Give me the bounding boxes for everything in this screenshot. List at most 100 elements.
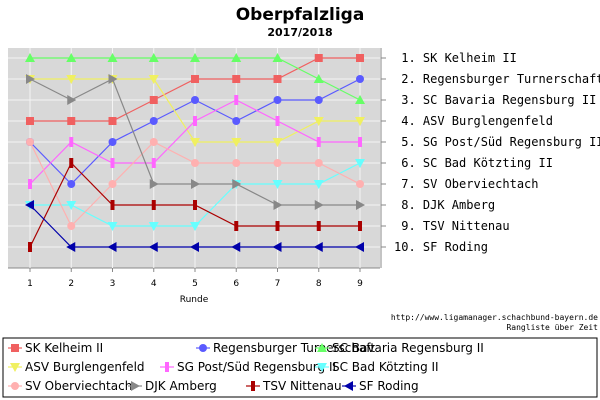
data-point <box>191 75 199 83</box>
rank-label: 3. SC Bavaria Regensburg II <box>394 93 596 107</box>
x-tick-label: 4 <box>151 279 157 289</box>
data-point <box>356 54 364 62</box>
data-point <box>107 222 118 231</box>
data-point <box>69 137 74 147</box>
legend-marker <box>11 344 19 352</box>
rank-label: 4. ASV Burglengenfeld <box>394 114 553 128</box>
data-point <box>25 200 34 210</box>
data-point <box>314 200 324 210</box>
series-7 <box>26 74 365 210</box>
x-tick-label: 8 <box>316 279 322 289</box>
data-point <box>26 138 34 146</box>
x-tick-label: 2 <box>68 279 74 289</box>
data-point <box>231 138 242 147</box>
data-point <box>275 116 280 126</box>
ranking-list: 1. SK Kelheim II 2. Regensburger Turners… <box>381 51 600 254</box>
caption: Rangliste über Zeit <box>506 323 598 332</box>
legend-marker <box>317 363 327 372</box>
rank-label: 8. DJK Amberg <box>394 198 495 212</box>
x-ticks: 1 2 3 4 5 6 7 8 9 <box>27 268 363 289</box>
data-point <box>313 242 323 252</box>
data-point <box>355 242 364 252</box>
legend-item[interactable]: SC Bad Kötzting II <box>315 360 439 374</box>
data-point <box>231 242 241 252</box>
data-point <box>356 180 364 188</box>
legend-label: SK Kelheim II <box>25 341 103 355</box>
data-point <box>273 159 282 167</box>
data-point <box>66 53 77 62</box>
data-point <box>193 116 197 126</box>
data-point <box>273 96 282 104</box>
legend-label: SF Roding <box>359 379 419 393</box>
legend-item[interactable]: SF Roding <box>342 379 419 393</box>
legend-label: SV Oberviechtach <box>25 379 132 393</box>
data-point <box>149 138 158 146</box>
legend-item[interactable]: Regensburger Turnerschaft <box>196 341 375 355</box>
data-point <box>313 74 324 83</box>
data-point <box>358 221 362 231</box>
legend-marker <box>199 344 207 352</box>
data-point <box>67 222 76 230</box>
data-point <box>316 137 321 147</box>
data-point <box>272 180 283 189</box>
data-point <box>67 117 76 125</box>
data-point <box>26 74 35 84</box>
data-point <box>355 95 365 104</box>
data-point <box>356 200 365 210</box>
data-point <box>190 53 200 62</box>
legend-item[interactable]: SC Bavaria Regensburg II <box>315 341 484 355</box>
legend-label: DJK Amberg <box>145 379 217 393</box>
x-axis-label: Runde <box>180 295 209 305</box>
data-point <box>148 242 158 252</box>
legend-item[interactable]: ASV Burglengenfeld <box>8 360 145 374</box>
x-tick-label: 1 <box>27 279 33 289</box>
data-point <box>234 221 239 231</box>
legend-label: SC Bad Kötzting II <box>332 360 439 374</box>
legend-label: Regensburger Turnerschaft <box>213 341 375 355</box>
data-point <box>272 242 282 252</box>
x-tick-label: 9 <box>357 279 363 289</box>
data-point <box>149 179 159 189</box>
data-point <box>313 180 324 189</box>
data-point <box>314 54 323 62</box>
data-point <box>234 95 239 105</box>
data-point <box>275 221 280 231</box>
data-point <box>314 159 323 167</box>
legend-item[interactable]: SK Kelheim II <box>8 341 103 355</box>
source-url[interactable]: http://www.ligamanager.schachbund-bayern… <box>391 313 598 322</box>
legend-marker <box>251 381 255 391</box>
data-point <box>232 179 242 189</box>
legend-marker <box>165 362 169 372</box>
legend-box <box>2 337 598 398</box>
data-point <box>67 180 76 188</box>
series-3 <box>25 75 365 147</box>
data-point <box>28 242 32 252</box>
legend-marker <box>344 381 353 391</box>
data-point <box>107 53 118 62</box>
rank-label: 5. SG Post/Süd Regensburg II <box>394 135 600 149</box>
chart-title: Oberpfalzliga <box>236 5 365 25</box>
series-9 <box>25 200 364 252</box>
legend-item[interactable]: DJK Amberg <box>128 379 217 393</box>
data-point <box>148 222 159 231</box>
legend-marker <box>317 343 327 352</box>
data-point <box>108 74 118 84</box>
data-point <box>190 138 200 147</box>
rank-label: 1. SK Kelheim II <box>394 51 517 65</box>
rank-label: 9. TSV Nittenau <box>394 219 510 233</box>
data-point <box>190 222 200 231</box>
data-point <box>314 96 323 104</box>
data-point <box>149 96 158 104</box>
legend-marker <box>131 381 140 391</box>
x-tick-label: 6 <box>233 279 239 289</box>
x-tick-label: 3 <box>110 279 116 289</box>
legend-item[interactable]: SV Oberviechtach <box>8 379 132 393</box>
series-6 <box>26 138 364 230</box>
data-point <box>232 159 241 167</box>
legend-item[interactable]: SG Post/Süd Regensburg II <box>160 360 336 374</box>
legend-item[interactable]: TSV Nittenau <box>246 379 342 393</box>
x-tick-label: 7 <box>275 279 281 289</box>
rank-label: 10. SF Roding <box>394 240 488 254</box>
data-point <box>190 242 199 252</box>
data-point <box>355 117 365 126</box>
